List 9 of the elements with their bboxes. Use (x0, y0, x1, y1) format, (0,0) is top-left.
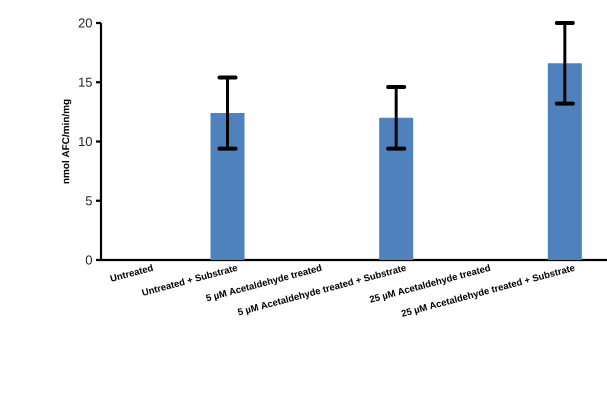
bar (379, 118, 414, 260)
bar (210, 113, 244, 260)
y-tick-label: 20 (78, 18, 92, 28)
bar (548, 63, 582, 260)
y-tick-label: 15 (79, 78, 92, 87)
y-axis-title: nmol AFC/min/mg (62, 100, 72, 184)
y-tick-label: 0 (86, 255, 92, 265)
y-tick-label: 10 (79, 136, 92, 146)
y-tick-label: 5 (86, 196, 92, 206)
